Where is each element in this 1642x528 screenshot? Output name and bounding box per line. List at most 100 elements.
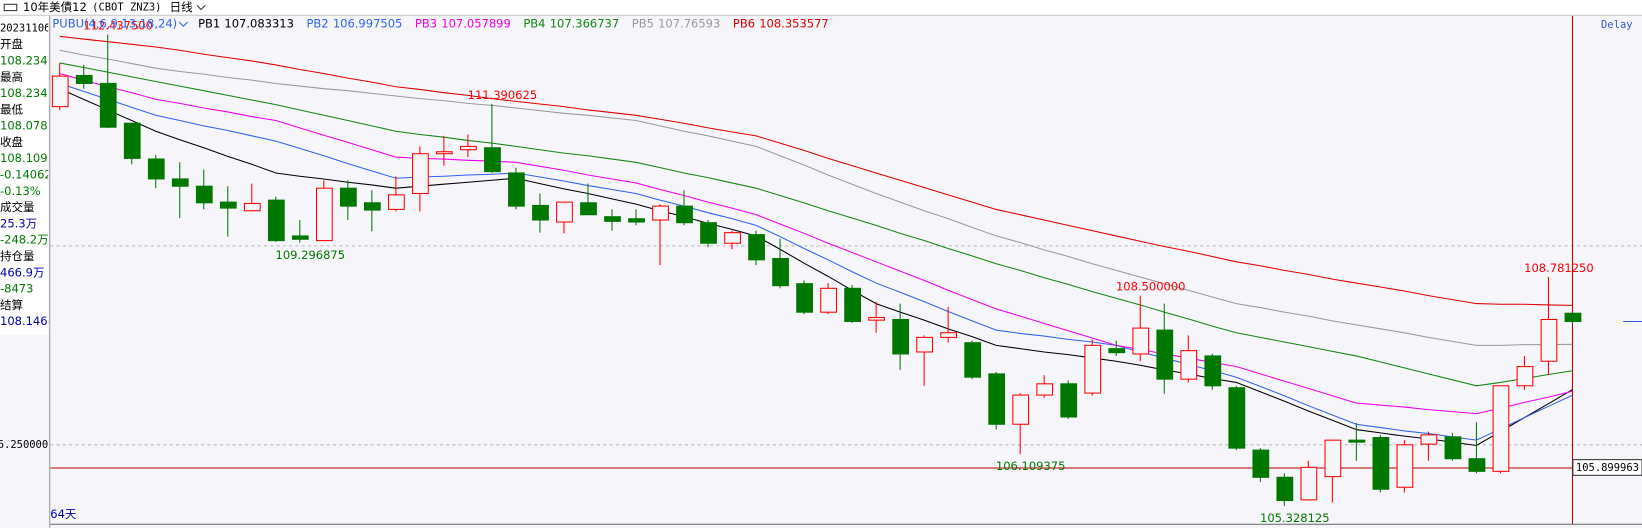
panel-line: 108.2343 xyxy=(0,53,55,67)
candle-body xyxy=(339,187,357,207)
panel-line: 466.9万 xyxy=(0,265,44,279)
candle-body xyxy=(748,234,765,261)
candle-body xyxy=(556,201,573,223)
reference-label-box xyxy=(1572,459,1642,476)
candle-body xyxy=(772,257,789,287)
panel-line: 持仓量 xyxy=(0,249,34,263)
candle-body xyxy=(916,336,934,353)
candle-body xyxy=(580,202,597,216)
title: 10年美債12 xyxy=(23,0,87,14)
candle-body xyxy=(700,222,717,244)
candle-body xyxy=(1324,439,1342,478)
candle-body xyxy=(988,373,1006,425)
candle-body xyxy=(484,147,501,173)
candle-body xyxy=(676,205,693,224)
annotations: 112.437500 111.390625 109.296875 106.109375… xyxy=(83,19,1593,525)
candle-body xyxy=(868,316,886,321)
legend-value: 107.083313 xyxy=(224,17,294,31)
period[interactable]: 日线 xyxy=(170,0,193,14)
indicator-name: PUBU(4,6,9,13,18,24) xyxy=(52,17,177,31)
panel-line: 108.1093 xyxy=(0,151,55,165)
extreme-label: 111.390625 xyxy=(468,88,538,102)
candle-body xyxy=(1300,466,1318,501)
legend-name: PB3 xyxy=(415,17,437,31)
candle-body xyxy=(1444,436,1462,460)
candle-body xyxy=(964,342,982,378)
legend-name: PB5 xyxy=(632,17,654,31)
legend-value: 106.997505 xyxy=(333,17,403,31)
candle-body xyxy=(1348,439,1366,443)
panel-line: 20231106 xyxy=(0,22,50,34)
extreme-label: 108.500000 xyxy=(1116,280,1186,294)
panel-line: 收盘 xyxy=(0,135,23,149)
candle-body xyxy=(267,199,285,242)
candle-body xyxy=(508,172,525,207)
candle-body xyxy=(195,185,213,204)
candle-body xyxy=(388,194,405,210)
candle-body xyxy=(1204,355,1222,387)
candle-body xyxy=(291,235,309,240)
bands xyxy=(59,35,1573,447)
panel-line: -0.13% xyxy=(0,184,41,198)
panel-line: -248.2万 xyxy=(0,233,49,247)
panel-line: 108.2343 xyxy=(0,86,55,100)
reference-label: 105.899963 xyxy=(1576,462,1639,474)
legend-name: PB2 xyxy=(306,17,328,31)
candle-body xyxy=(243,202,261,212)
panel-line: 开盘 xyxy=(0,37,23,51)
candle-body xyxy=(1276,476,1294,502)
candle-body xyxy=(412,153,429,195)
candle-body xyxy=(123,122,141,159)
candles xyxy=(51,34,1582,506)
legend-name: PB4 xyxy=(523,17,545,31)
candle-body xyxy=(1372,436,1390,490)
status: Delay xyxy=(1601,19,1633,31)
candle-body xyxy=(628,218,645,223)
panel-line: 108.0781 xyxy=(0,119,55,133)
candle-body xyxy=(1132,327,1150,355)
candle-body xyxy=(892,318,910,355)
candle-body xyxy=(1108,348,1126,354)
menu-icon[interactable] xyxy=(3,3,18,12)
candle-body xyxy=(1036,383,1054,396)
candle-body xyxy=(1084,344,1102,394)
candle-body xyxy=(1012,394,1030,425)
panel-line: 成交量 xyxy=(0,200,34,214)
panel-line: 最低 xyxy=(0,102,23,116)
candle-body xyxy=(844,287,861,323)
candle-body xyxy=(436,151,453,155)
candle-body xyxy=(460,145,477,151)
band-line xyxy=(59,73,1573,415)
candle-body xyxy=(820,287,837,313)
dropdown-arrow[interactable] xyxy=(196,4,206,11)
candle-body xyxy=(1492,385,1510,472)
panel-line: -0.14062 xyxy=(0,168,52,182)
candle-body xyxy=(532,204,549,221)
y-tick-label: 106.250000 xyxy=(0,439,48,451)
candle-body xyxy=(315,187,333,242)
panel-line: 结算 xyxy=(0,298,23,312)
panel-line: 25.3万 xyxy=(0,216,37,230)
legend-value: 108.353577 xyxy=(759,17,829,31)
panel-line: -8473 xyxy=(0,282,33,296)
candle-body xyxy=(99,82,117,128)
legend: PUBU(4,6,9,13,18,24) PB1 107.083313 PB2 106.… xyxy=(52,17,828,31)
extreme-label: 105.328125 xyxy=(1260,511,1330,525)
candle-body xyxy=(75,74,93,84)
candle-body xyxy=(1564,312,1582,323)
panel-line: 最高 xyxy=(0,70,23,84)
band-line xyxy=(59,62,1573,387)
panel-background xyxy=(0,15,49,336)
indicator-arrow[interactable] xyxy=(178,21,188,28)
band-line xyxy=(59,82,1573,441)
symbol: (CBOT ZNZ3) xyxy=(92,1,161,13)
legend-name: PB1 xyxy=(198,17,220,31)
candle-body xyxy=(1228,387,1246,449)
bar-count: 64天 xyxy=(50,507,77,521)
legend-name: PB6 xyxy=(733,17,755,31)
band-line xyxy=(59,35,1573,306)
panel-line: 108.1464 xyxy=(0,314,55,328)
